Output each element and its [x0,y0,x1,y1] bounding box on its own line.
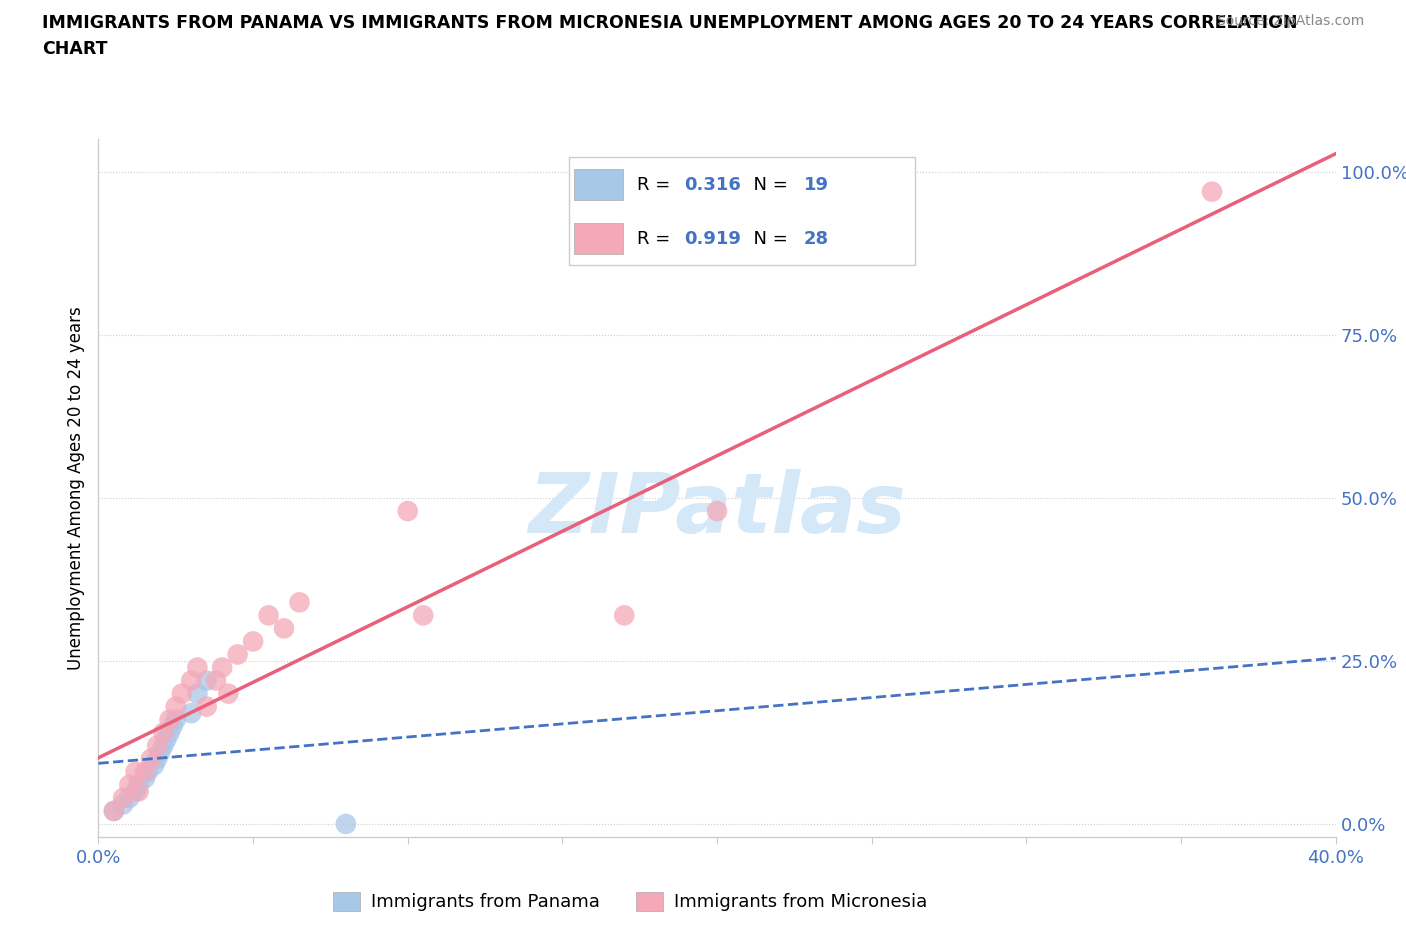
Text: Source: ZipAtlas.com: Source: ZipAtlas.com [1216,14,1364,28]
Point [211,660,233,675]
Point [165,712,187,727]
Point [180,706,202,721]
Point [112,797,135,812]
Point [195,673,218,688]
Point [186,660,208,675]
Text: R =: R = [637,176,676,193]
Point [288,595,311,610]
Point [118,777,141,792]
Point [706,504,728,519]
Text: 19: 19 [804,176,828,193]
Point [112,790,135,805]
Point [180,673,202,688]
Point [103,804,125,818]
Point [1201,184,1223,199]
Point [273,621,295,636]
Point [146,751,169,766]
Point [162,719,184,734]
Text: N =: N = [742,230,793,247]
Text: IMMIGRANTS FROM PANAMA VS IMMIGRANTS FROM MICRONESIA UNEMPLOYMENT AMONG AGES 20 : IMMIGRANTS FROM PANAMA VS IMMIGRANTS FRO… [42,14,1298,32]
Point [124,784,146,799]
FancyBboxPatch shape [574,169,623,200]
FancyBboxPatch shape [574,223,623,254]
Point [205,673,228,688]
Point [103,804,125,818]
Text: CHART: CHART [42,40,108,58]
Point [396,504,419,519]
Point [412,608,434,623]
Point [242,634,264,649]
Point [146,738,169,753]
Point [134,771,156,786]
Point [124,764,146,779]
Point [143,758,166,773]
Point [139,751,162,766]
Text: R =: R = [637,230,676,247]
Text: 0.919: 0.919 [683,230,741,247]
Text: 0.316: 0.316 [683,176,741,193]
Point [217,686,239,701]
FancyBboxPatch shape [568,157,915,265]
Point [118,790,141,805]
Text: N =: N = [742,176,793,193]
Y-axis label: Unemployment Among Ages 20 to 24 years: Unemployment Among Ages 20 to 24 years [66,306,84,671]
Point [155,732,177,747]
Point [613,608,636,623]
Point [335,817,357,831]
Point [152,738,174,753]
Point [226,647,249,662]
Point [159,725,181,740]
Point [128,777,150,792]
Text: 28: 28 [804,230,828,247]
Point [257,608,280,623]
Point [149,745,172,760]
Point [186,686,208,701]
Point [165,699,187,714]
Point [128,784,150,799]
Point [152,725,174,740]
Point [159,712,181,727]
Legend: Immigrants from Panama, Immigrants from Micronesia: Immigrants from Panama, Immigrants from … [326,884,935,919]
Point [170,686,193,701]
Point [195,699,218,714]
Point [134,764,156,779]
Text: ZIPatlas: ZIPatlas [529,469,905,550]
Point [136,764,159,779]
